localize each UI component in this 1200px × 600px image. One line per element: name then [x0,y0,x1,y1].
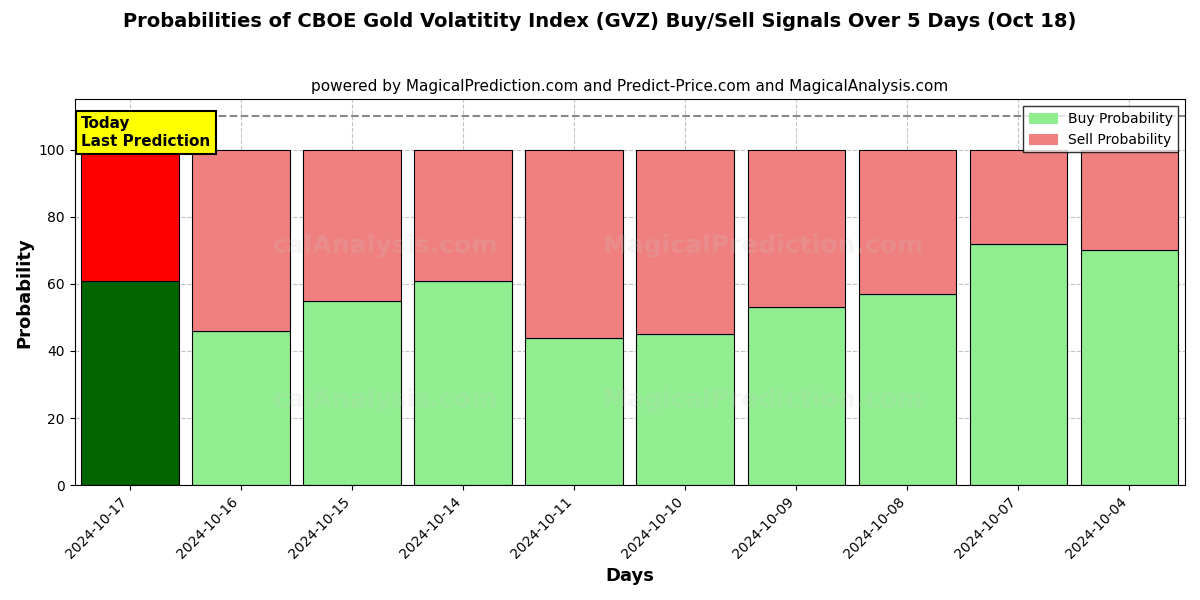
Title: powered by MagicalPrediction.com and Predict-Price.com and MagicalAnalysis.com: powered by MagicalPrediction.com and Pre… [311,79,948,94]
Bar [858,149,956,294]
Bar [636,149,734,334]
Bar [414,281,512,485]
Bar [82,149,179,281]
Bar [414,149,512,281]
X-axis label: Days: Days [605,567,654,585]
Bar [192,331,290,485]
Text: calAnalysis.com: calAnalysis.com [272,388,498,412]
Bar [304,149,401,301]
Text: Probabilities of CBOE Gold Volatitity Index (GVZ) Buy/Sell Signals Over 5 Days (: Probabilities of CBOE Gold Volatitity In… [124,12,1076,31]
Y-axis label: Probability: Probability [16,237,34,347]
Bar [1081,250,1178,485]
Bar [748,149,845,307]
Bar [526,338,623,485]
Bar [970,149,1067,244]
Bar [970,244,1067,485]
Bar [858,294,956,485]
Legend: Buy Probability, Sell Probability: Buy Probability, Sell Probability [1024,106,1178,152]
Bar [748,307,845,485]
Bar [304,301,401,485]
Text: MagicalPrediction.com: MagicalPrediction.com [602,234,924,258]
Bar [192,149,290,331]
Bar [1081,149,1178,250]
Bar [636,334,734,485]
Text: calAnalysis.com: calAnalysis.com [272,234,498,258]
Text: MagicalPrediction.com: MagicalPrediction.com [602,388,924,412]
Text: Today
Last Prediction: Today Last Prediction [82,116,210,149]
Bar [526,149,623,338]
Bar [82,281,179,485]
